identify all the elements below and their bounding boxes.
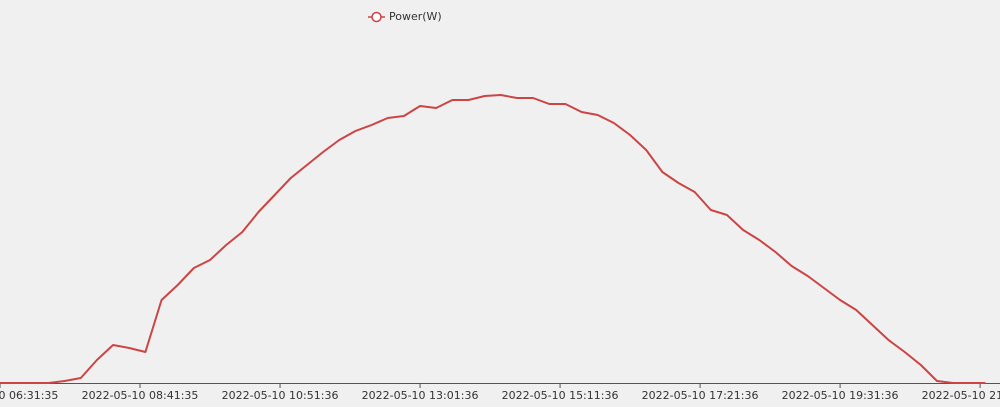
legend-label: Power(W) bbox=[389, 10, 442, 23]
x-tick-label: 2022-05-10 08:41:35 bbox=[82, 389, 199, 402]
x-tick-label: 2022-05-10 06:31:35 bbox=[0, 389, 58, 402]
x-tick-label: 2022-05-10 13:01:36 bbox=[362, 389, 479, 402]
x-tick-label: 2022-05-10 15:11:36 bbox=[502, 389, 619, 402]
x-tick-label: 2022-05-10 17:21:36 bbox=[642, 389, 759, 402]
line bbox=[0, 94, 986, 384]
x-tick-label: 2022-05-10 19:31:36 bbox=[782, 389, 899, 402]
legend-marker bbox=[371, 11, 382, 23]
x-tick-label: 2022-05-10 21:41:36 bbox=[922, 389, 1000, 402]
x-tick-label: 2022-05-10 10:51:36 bbox=[222, 389, 339, 402]
